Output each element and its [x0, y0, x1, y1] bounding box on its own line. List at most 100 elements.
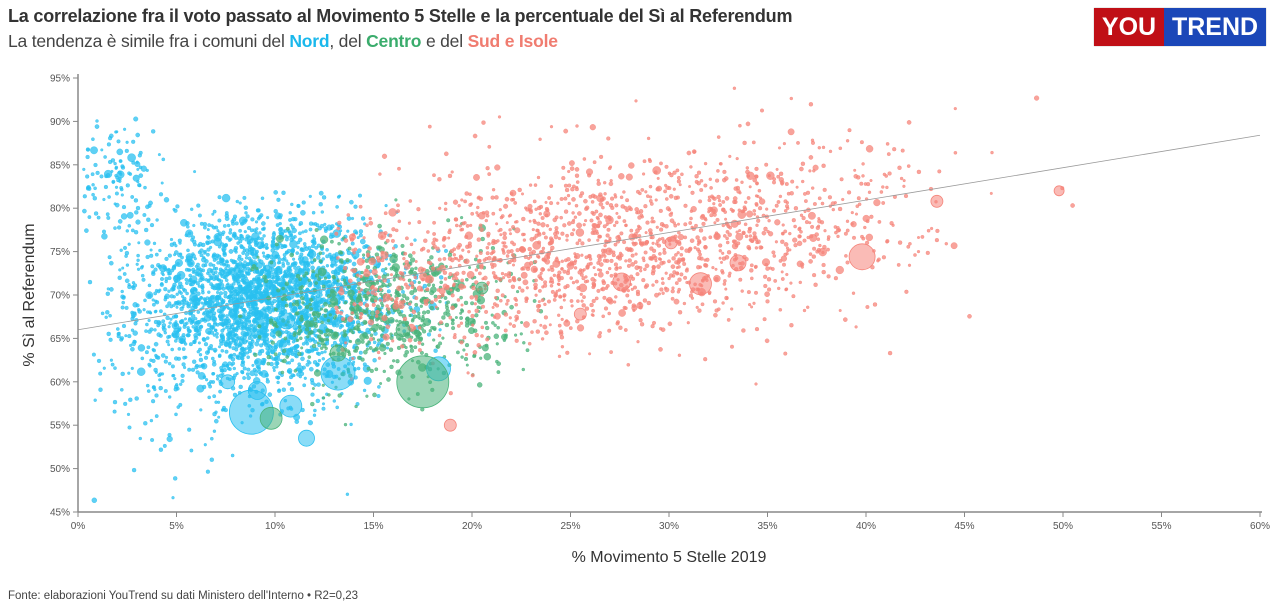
data-point — [781, 223, 785, 227]
data-point — [538, 276, 543, 280]
data-point — [109, 260, 114, 266]
data-point — [171, 374, 175, 378]
data-point — [318, 259, 323, 263]
data-point — [308, 366, 314, 372]
data-point — [391, 246, 396, 250]
data-point — [426, 309, 431, 314]
data-point — [188, 342, 193, 347]
data-point — [498, 298, 503, 303]
data-point — [350, 320, 356, 325]
data-point — [473, 302, 477, 306]
data-point — [476, 259, 482, 264]
data-point — [190, 314, 196, 319]
data-point — [196, 350, 201, 354]
data-point — [636, 189, 641, 194]
data-point — [529, 236, 535, 242]
data-point — [605, 233, 610, 238]
data-point — [350, 241, 355, 246]
data-point — [187, 261, 192, 266]
data-point — [146, 345, 151, 350]
data-point — [531, 228, 535, 232]
data-point — [478, 251, 483, 256]
data-point — [198, 357, 204, 363]
data-point — [309, 297, 314, 302]
data-point — [82, 167, 86, 171]
data-point — [184, 277, 189, 282]
data-point — [367, 246, 372, 251]
data-point — [495, 342, 499, 346]
data-point — [730, 307, 734, 311]
data-point — [1033, 95, 1040, 101]
data-point — [322, 402, 326, 406]
data-point — [341, 317, 346, 322]
data-point — [463, 356, 469, 362]
data-point — [203, 342, 209, 347]
data-point — [358, 315, 363, 320]
data-point — [793, 243, 798, 248]
data-point — [681, 257, 686, 262]
data-point — [325, 247, 329, 252]
data-point — [465, 316, 470, 321]
data-point — [354, 404, 358, 409]
data-point — [511, 225, 516, 230]
data-point — [362, 388, 367, 393]
data-point — [250, 290, 254, 295]
data-point — [374, 314, 379, 318]
data-point — [576, 222, 582, 229]
data-point — [409, 281, 414, 286]
data-point — [656, 176, 660, 180]
data-point — [314, 245, 319, 250]
data-point — [353, 349, 357, 353]
data-point — [122, 127, 127, 131]
data-point — [724, 295, 729, 301]
data-point — [110, 362, 115, 367]
data-point — [673, 298, 680, 305]
data-point — [609, 350, 613, 354]
data-point — [303, 293, 309, 299]
data-point — [296, 293, 300, 298]
data-point — [211, 212, 215, 216]
data-point — [742, 231, 746, 236]
data-point — [277, 277, 282, 282]
data-point — [853, 168, 857, 172]
data-point — [347, 289, 355, 297]
data-point — [804, 220, 809, 225]
data-point — [646, 194, 650, 198]
data-point — [101, 233, 108, 240]
data-point — [648, 195, 653, 199]
data-point — [865, 145, 874, 153]
data-point — [468, 327, 475, 334]
data-point — [774, 240, 778, 244]
data-point — [167, 334, 172, 339]
data-point — [502, 244, 506, 248]
data-point — [552, 273, 557, 278]
data-point — [762, 274, 768, 279]
data-point — [297, 231, 302, 236]
data-point — [377, 385, 381, 389]
data-point — [791, 218, 796, 223]
data-point — [377, 223, 382, 229]
data-point — [757, 206, 763, 211]
data-point — [617, 215, 622, 220]
data-point — [746, 171, 755, 180]
data-point — [755, 181, 759, 185]
data-point — [205, 234, 210, 239]
data-point — [276, 261, 281, 265]
data-point — [134, 396, 139, 401]
data-point — [433, 327, 437, 331]
data-point — [580, 269, 585, 274]
data-point — [222, 244, 227, 249]
data-point — [432, 220, 436, 225]
data-point — [241, 360, 246, 364]
data-point — [190, 367, 196, 372]
data-point — [148, 364, 152, 368]
data-point — [471, 323, 475, 327]
data-point — [342, 278, 347, 282]
data-point — [764, 262, 769, 267]
data-point — [219, 368, 224, 373]
data-point — [676, 175, 681, 180]
data-point — [395, 319, 399, 323]
data-point — [409, 269, 414, 274]
data-point — [137, 153, 142, 158]
data-point — [178, 382, 183, 386]
